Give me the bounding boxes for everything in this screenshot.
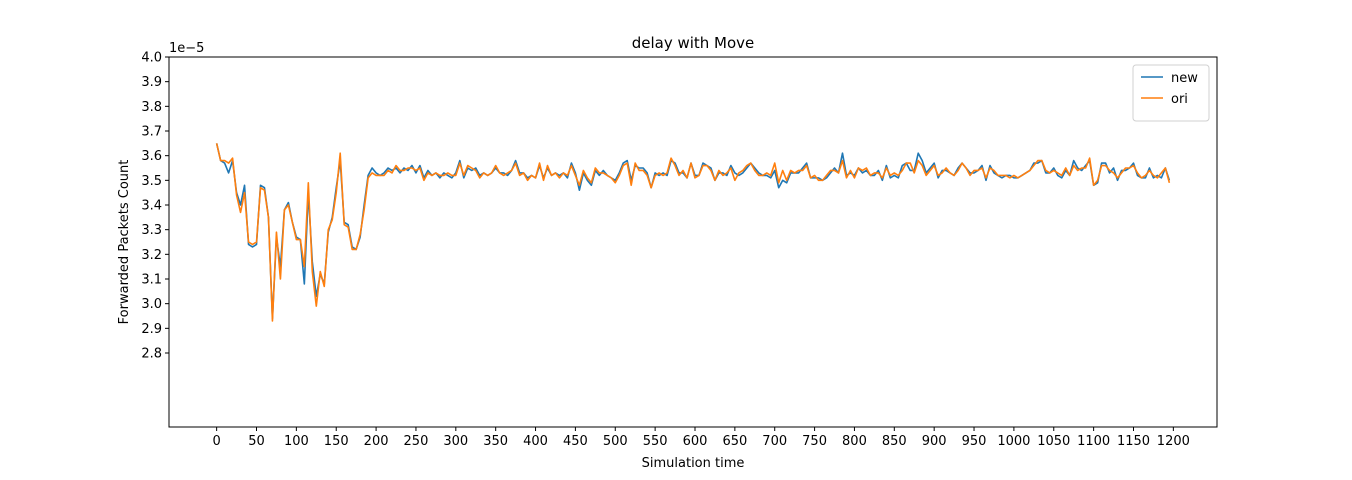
y-tick-label: 3.8 bbox=[141, 100, 162, 115]
y-tick-label: 3.0 bbox=[141, 297, 162, 312]
x-tick-label: 350 bbox=[483, 434, 508, 449]
legend-label: new bbox=[1171, 71, 1198, 86]
y-tick-label: 2.8 bbox=[141, 347, 162, 362]
y-tick-label: 4.0 bbox=[141, 51, 162, 66]
x-tick-label: 1150 bbox=[1117, 434, 1150, 449]
x-tick-label: 300 bbox=[443, 434, 468, 449]
y-offset-label: 1e−5 bbox=[169, 41, 204, 56]
x-tick-label: 750 bbox=[802, 434, 827, 449]
x-tick-label: 50 bbox=[248, 434, 265, 449]
x-tick-label: 1050 bbox=[1037, 434, 1070, 449]
y-tick-label: 3.9 bbox=[141, 75, 162, 90]
series-line bbox=[215, 143, 1171, 322]
y-tick-label: 3.6 bbox=[141, 149, 162, 164]
x-tick-label: 150 bbox=[324, 434, 349, 449]
x-tick-label: 100 bbox=[284, 434, 309, 449]
plot-frame bbox=[168, 56, 1218, 428]
legend-label: ori bbox=[1171, 92, 1188, 107]
x-tick-label: 1000 bbox=[997, 434, 1030, 449]
x-tick-label: 850 bbox=[882, 434, 907, 449]
y-axis-label: Forwarded Packets Count bbox=[117, 160, 132, 325]
x-tick-label: 600 bbox=[683, 434, 708, 449]
x-tick-label: 400 bbox=[523, 434, 548, 449]
y-tick-label: 3.7 bbox=[141, 125, 162, 140]
y-tick-label: 3.2 bbox=[141, 248, 162, 263]
chart-title: delay with Move bbox=[632, 34, 755, 52]
x-tick-label: 1200 bbox=[1157, 434, 1190, 449]
x-tick-label: 800 bbox=[842, 434, 867, 449]
x-tick-label: 0 bbox=[212, 434, 220, 449]
y-tick-label: 3.1 bbox=[141, 273, 162, 288]
y-tick-label: 3.5 bbox=[141, 174, 162, 189]
y-tick-label: 2.9 bbox=[141, 322, 162, 337]
x-tick-label: 950 bbox=[962, 434, 987, 449]
x-tick-label: 550 bbox=[643, 434, 668, 449]
y-tick-label: 3.4 bbox=[141, 199, 162, 214]
x-axis-label: Simulation time bbox=[642, 456, 745, 471]
x-tick-label: 650 bbox=[722, 434, 747, 449]
x-tick-label: 700 bbox=[762, 434, 787, 449]
x-tick-label: 200 bbox=[364, 434, 389, 449]
legend-box bbox=[1132, 64, 1210, 122]
x-tick-label: 1100 bbox=[1077, 434, 1110, 449]
x-tick-label: 500 bbox=[603, 434, 628, 449]
x-tick-label: 450 bbox=[563, 434, 588, 449]
y-tick-label: 3.3 bbox=[141, 223, 162, 238]
x-tick-label: 900 bbox=[922, 434, 947, 449]
x-tick-label: 250 bbox=[404, 434, 429, 449]
